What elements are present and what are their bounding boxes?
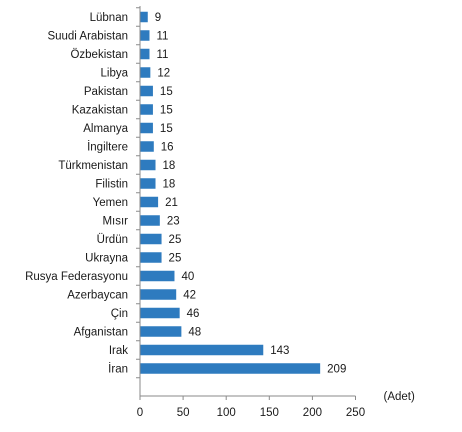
category-label-9: Filistin <box>95 179 128 191</box>
data-label-0: 9 <box>155 12 161 24</box>
axis-layer <box>136 6 356 400</box>
data-label-8: 18 <box>163 160 176 172</box>
bar-10 <box>140 196 159 208</box>
bar-15 <box>140 289 177 300</box>
category-label-19: İran <box>108 363 128 376</box>
category-label-18: Irak <box>109 345 128 357</box>
data-label-7: 16 <box>161 142 174 154</box>
data-label-14: 40 <box>181 271 194 283</box>
bar-2 <box>140 48 150 60</box>
bar-6 <box>140 122 153 134</box>
bar-14 <box>140 270 175 282</box>
data-label-6: 15 <box>160 123 173 135</box>
category-label-7: İngiltere <box>87 141 128 154</box>
category-label-16: Çin <box>111 308 128 320</box>
data-label-13: 25 <box>169 253 182 265</box>
bar-11 <box>140 215 160 226</box>
category-label-17: Afganistan <box>74 327 128 339</box>
x-tick-label-2: 100 <box>217 407 236 419</box>
bar-9 <box>140 178 156 189</box>
data-label-18: 143 <box>270 345 289 357</box>
data-label-2: 11 <box>156 49 168 61</box>
bar-7 <box>140 141 154 152</box>
bar-17 <box>140 326 182 337</box>
data-label-17: 48 <box>188 327 201 339</box>
category-label-13: Ukrayna <box>85 253 128 265</box>
category-label-1: Suudi Arabistan <box>47 31 128 43</box>
x-tick-label-5: 250 <box>346 407 365 419</box>
bar-5 <box>140 104 153 115</box>
category-label-12: Ürdün <box>97 234 128 246</box>
x-axis-unit-label: (Adet) <box>384 391 415 403</box>
data-label-4: 15 <box>160 86 173 98</box>
labels-layer: Lübnan 9 Suudi Arabistan 11 Özbekistan 11 Liby… <box>25 12 365 419</box>
x-tick-label-3: 150 <box>260 407 279 419</box>
data-label-9: 18 <box>163 179 176 191</box>
data-label-19: 209 <box>327 364 346 376</box>
bar-18 <box>140 344 264 356</box>
bar-12 <box>140 233 162 245</box>
bar-8 <box>140 159 156 171</box>
data-label-11: 23 <box>167 216 180 228</box>
bar-4 <box>140 85 153 97</box>
bar-1 <box>140 30 150 41</box>
category-label-15: Azerbaycan <box>67 290 128 302</box>
category-label-10: Yemen <box>93 197 128 209</box>
data-label-1: 11 <box>156 31 168 43</box>
category-label-0: Lübnan <box>90 12 128 24</box>
x-tick-label-1: 50 <box>177 407 190 419</box>
category-label-4: Pakistan <box>84 86 128 98</box>
category-label-3: Libya <box>101 68 129 80</box>
category-label-8: Türkmenistan <box>58 160 128 172</box>
bar-19 <box>140 363 321 374</box>
category-label-5: Kazakistan <box>72 105 128 117</box>
bar-16 <box>140 307 180 319</box>
x-tick-label-4: 200 <box>303 407 322 419</box>
data-label-16: 46 <box>187 308 200 320</box>
data-label-5: 15 <box>160 105 173 117</box>
category-label-14: Rusya Federasyonu <box>25 271 128 283</box>
data-label-3: 12 <box>157 68 170 80</box>
bars-layer <box>140 11 321 374</box>
category-label-6: Almanya <box>83 123 128 135</box>
category-label-2: Özbekistan <box>70 49 128 61</box>
bar-3 <box>140 67 151 78</box>
bar-0 <box>140 11 148 23</box>
x-tick-label-0: 0 <box>137 407 143 419</box>
data-label-15: 42 <box>183 290 196 302</box>
data-label-10: 21 <box>165 197 178 209</box>
category-label-11: Mısır <box>102 216 128 228</box>
data-label-12: 25 <box>169 234 182 246</box>
bar-13 <box>140 252 162 263</box>
